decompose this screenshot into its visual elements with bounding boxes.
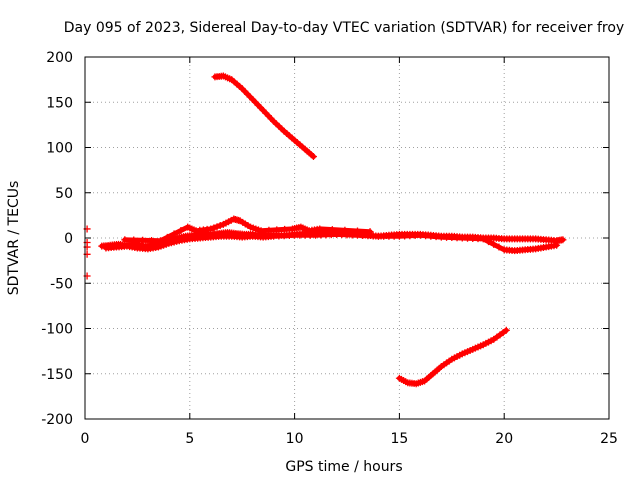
- y-tick-label: 200: [46, 50, 73, 66]
- data-point: [328, 226, 336, 234]
- x-tick-label: 0: [81, 431, 90, 447]
- y-tick-label: -200: [41, 412, 73, 428]
- data-point: [156, 237, 164, 245]
- data-point: [281, 225, 289, 233]
- data-point: [309, 153, 317, 161]
- tick-labels: 0 5 10 15 20 25 -200 -150 -100 -50 0 50 100 150 200: [41, 50, 618, 447]
- data-points: [83, 72, 567, 388]
- data-point: [273, 226, 281, 234]
- y-tick-label: -50: [50, 276, 73, 292]
- data-point: [265, 226, 273, 234]
- data-point: [213, 223, 221, 231]
- data-point: [170, 230, 178, 238]
- data-point: [366, 228, 374, 236]
- x-tick-label: 25: [600, 431, 618, 447]
- data-point: [502, 326, 510, 334]
- y-tick-label: 100: [46, 141, 73, 157]
- data-point: [341, 226, 349, 234]
- x-tick-label: 10: [286, 431, 304, 447]
- y-tick-label: 50: [55, 186, 73, 202]
- data-point: [207, 225, 215, 233]
- chart-title: Day 095 of 2023, Sidereal Day-to-day VTE…: [64, 20, 624, 36]
- data-point: [210, 224, 218, 232]
- x-tick-label: 15: [390, 431, 408, 447]
- x-tick-label: 5: [185, 431, 194, 447]
- x-tick-label: 20: [495, 431, 513, 447]
- axis-ticks: [84, 56, 610, 420]
- data-point: [177, 227, 185, 235]
- data-point: [163, 233, 171, 241]
- data-point: [316, 225, 324, 233]
- y-tick-label: -150: [41, 367, 73, 383]
- y-tick-label: 150: [46, 95, 73, 111]
- x-axis-label: GPS time / hours: [285, 459, 402, 475]
- data-point: [121, 236, 129, 244]
- data-point: [490, 240, 498, 248]
- data-point: [484, 238, 492, 246]
- data-point: [216, 222, 224, 230]
- data-point: [257, 227, 265, 235]
- series-near-zero-band-lower: [102, 230, 561, 255]
- series-arc-positive-high: [211, 72, 317, 161]
- series-arc-negative-low: [395, 326, 510, 388]
- data-point: [148, 236, 156, 244]
- data-point: [353, 227, 361, 235]
- data-point: [479, 235, 487, 243]
- y-axis-label: SDTVAR / TECUs: [6, 181, 22, 296]
- data-point: [553, 241, 561, 249]
- y-tick-label: 0: [64, 231, 73, 247]
- series-near-zero-spikes: [121, 215, 374, 245]
- y-tick-label: -100: [41, 322, 73, 338]
- data-point: [559, 236, 567, 244]
- data-point: [495, 243, 503, 251]
- data-point: [130, 236, 138, 244]
- data-point: [139, 236, 147, 244]
